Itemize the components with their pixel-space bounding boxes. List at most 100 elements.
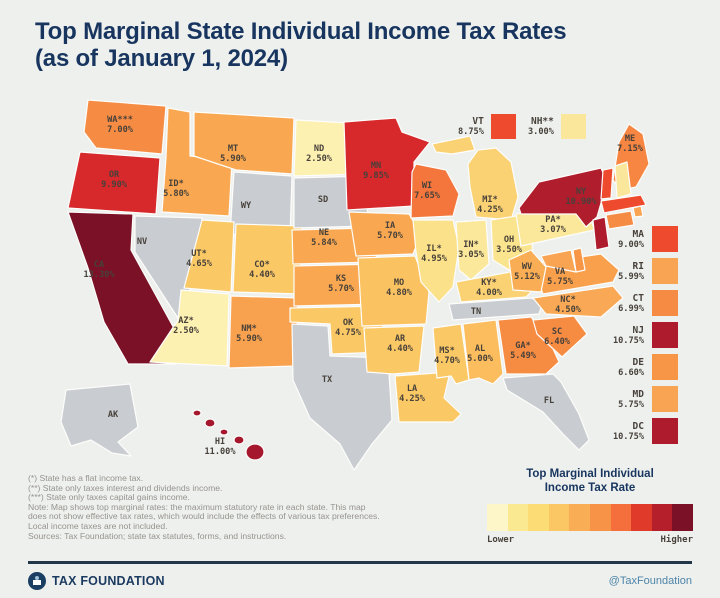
svg-text:NE5.84%: NE 5.84% <box>311 228 338 248</box>
callout-dc-label: DC <box>632 420 644 432</box>
svg-text:ID*5.80%: ID* 5.80% <box>163 179 190 199</box>
legend-swatch <box>507 504 529 531</box>
svg-text:MO4.80%: MO 4.80% <box>386 278 413 298</box>
svg-text:AL5.00%: AL 5.00% <box>467 344 494 364</box>
legend-swatch <box>631 504 652 531</box>
state-ny <box>518 167 608 228</box>
callout-nh-swatch <box>560 114 586 139</box>
state-ga <box>497 316 560 375</box>
svg-text:WI7.65%: WI 7.65% <box>414 181 441 201</box>
svg-text:AR4.40%: AR 4.40% <box>387 334 414 354</box>
state-ca <box>67 211 177 365</box>
svg-text:ME7.15%: ME 7.15% <box>617 134 644 154</box>
state-de <box>572 247 586 273</box>
callout-ct-rate: 6.99% <box>618 303 644 314</box>
state-hi-island <box>233 435 245 445</box>
state-ma <box>600 194 647 214</box>
svg-text:AZ*2.50%: AZ* 2.50% <box>173 316 200 336</box>
svg-text:GA*5.49%: GA* 5.49% <box>510 341 537 361</box>
state-hi-island <box>192 409 202 417</box>
callout-dc: DC 10.75% <box>560 418 678 444</box>
callout-nj: NJ 10.75% <box>560 322 678 348</box>
title-line-1: Top Marginal State Individual Income Tax… <box>35 18 567 45</box>
state-ct <box>605 210 635 230</box>
callout-dc-swatch <box>652 418 678 444</box>
state-il <box>412 219 460 303</box>
svg-text:OH3.50%: OH 3.50% <box>496 235 523 255</box>
legend-color-scale <box>487 504 693 531</box>
callout-de: DE 6.60% <box>560 354 678 380</box>
callout-ct: CT 6.99% <box>560 290 678 316</box>
footnotes: (*) State has a flat income tax. (**) St… <box>28 473 473 541</box>
legend-swatch <box>487 504 508 531</box>
footnote-note-line-3: Local income taxes are not included. <box>28 520 168 531</box>
callout-ri-rate: 5.99% <box>618 271 644 282</box>
callout-nh-rate: 3.00% <box>528 127 554 137</box>
svg-text:OK4.75%: OK 4.75% <box>335 318 362 338</box>
svg-text:CO*4.40%: CO* 4.40% <box>249 260 276 280</box>
callout-vt-label: VT <box>472 116 484 127</box>
legend-swatch <box>569 504 590 531</box>
state-mi-upper-peninsula <box>431 135 476 155</box>
callout-ma-swatch <box>652 226 678 252</box>
svg-text:MN9.85%: MN 9.85% <box>363 161 390 181</box>
legend-swatch <box>548 504 570 531</box>
callout-nj-swatch <box>652 322 678 348</box>
callout-ri: RI 5.99% <box>560 258 678 284</box>
svg-text:IL*4.95%: IL* 4.95% <box>421 244 448 264</box>
state-wi <box>410 163 460 219</box>
state-md <box>540 249 577 273</box>
brand-name: TAX FOUNDATION <box>52 574 165 588</box>
svg-text:WY: WY <box>241 201 252 211</box>
callout-nh: NH** 3.00% <box>528 114 586 139</box>
footnote-flat-tax: (*) State has a flat income tax. <box>28 473 144 483</box>
tax-foundation-logo-icon <box>28 572 46 590</box>
callout-dc-rate: 10.75% <box>612 431 644 442</box>
callout-ma-label: MA <box>632 228 644 240</box>
state-or <box>67 151 161 215</box>
state-al <box>462 319 504 385</box>
state-nh <box>614 161 632 199</box>
state-fl <box>502 373 590 451</box>
svg-text:TN: TN <box>471 307 481 317</box>
state-mo <box>357 255 430 327</box>
state-nc <box>532 285 624 318</box>
state-ms <box>432 323 470 385</box>
state-mi <box>467 147 519 221</box>
state-sc <box>532 315 588 358</box>
state-nj <box>592 216 610 251</box>
svg-text:IA5.70%: IA 5.70% <box>377 221 404 241</box>
svg-text:PA*3.07%: PA* 3.07% <box>540 215 567 235</box>
state-ar <box>363 325 425 375</box>
svg-text:LA4.25%: LA 4.25% <box>399 384 426 404</box>
callout-ct-swatch <box>652 290 678 316</box>
callout-nj-rate: 10.75% <box>612 335 644 346</box>
callout-md-swatch <box>652 386 678 412</box>
svg-text:TX: TX <box>322 375 333 385</box>
tax-foundation-brand: TAX FOUNDATION <box>28 572 165 590</box>
east-coast-callouts: MA 9.00% RI 5.99% CT 6.99% NJ 10.75% DE 6.60%… <box>560 226 678 450</box>
page-title: Top Marginal State Individual Income Tax… <box>35 18 685 72</box>
callout-nj-label: NJ <box>632 324 644 336</box>
state-vt <box>600 167 614 200</box>
svg-text:KS5.70%: KS 5.70% <box>328 274 355 294</box>
footnote-interest-dividends: (**) State only taxes interest and divid… <box>28 482 223 493</box>
svg-text:AK: AK <box>108 410 119 420</box>
svg-text:OR9.90%: OR 9.90% <box>101 170 128 190</box>
callout-vt-rate: 8.75% <box>458 127 484 137</box>
svg-text:SD: SD <box>318 195 328 205</box>
callout-ma-rate: 9.00% <box>618 239 644 250</box>
state-hi-island <box>245 443 265 461</box>
legend-swatch <box>528 504 549 531</box>
svg-text:KY*4.00%: KY* 4.00% <box>476 278 503 298</box>
footnote-capital-gains: (***) State only taxes capital gains inc… <box>28 492 190 503</box>
svg-text:IN*3.05%: IN* 3.05% <box>458 240 485 260</box>
state-ak <box>60 383 139 457</box>
state-nm <box>228 295 299 369</box>
svg-text:WA***7.00%: WA*** 7.00% <box>107 115 134 135</box>
callout-md-label: MD <box>632 388 644 400</box>
callout-vt: VT 8.75% <box>458 114 516 139</box>
